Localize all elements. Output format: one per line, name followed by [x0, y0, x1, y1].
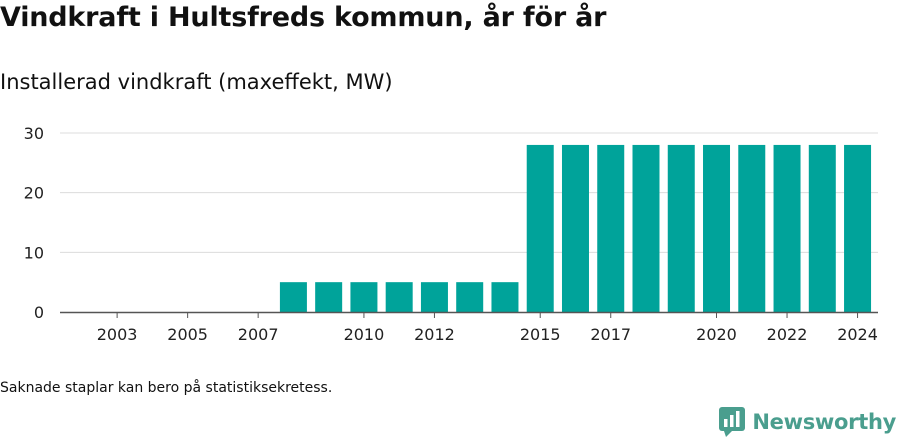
bar-2012 — [420, 282, 448, 312]
newsworthy-logo-icon — [719, 407, 746, 437]
bar-2017 — [597, 144, 625, 312]
x-tick-label: 2024 — [837, 325, 878, 344]
x-tick-label: 2015 — [520, 325, 561, 344]
bar-2024 — [844, 144, 872, 312]
y-tick-label: 10 — [24, 243, 44, 262]
bar-2013 — [456, 282, 484, 312]
x-tick-label: 2003 — [97, 325, 138, 344]
bar-2018 — [632, 144, 660, 312]
x-tick-label: 2012 — [414, 325, 455, 344]
newsworthy-logo[interactable]: Newsworthy — [718, 406, 896, 438]
chart-subtitle: Installerad vindkraft (maxeffekt, MW) — [0, 70, 393, 94]
bars — [279, 144, 872, 312]
bar-2014 — [491, 282, 519, 312]
x-tick-label: 2020 — [696, 325, 737, 344]
x-tick-label: 2005 — [167, 325, 208, 344]
footnote: Saknade staplar kan bero på statistiksek… — [0, 380, 333, 396]
chart-title: Vindkraft i Hultsfreds kommun, år för år — [0, 2, 607, 33]
x-tick-label: 2022 — [767, 325, 808, 344]
bar-2019 — [667, 144, 695, 312]
bar-2010 — [350, 282, 378, 312]
bar-2023 — [808, 144, 836, 312]
bar-2016 — [561, 144, 589, 312]
x-tick-label: 2007 — [238, 325, 279, 344]
brand-name: Newsworthy — [752, 410, 896, 434]
x-tick-label: 2017 — [590, 325, 631, 344]
x-axis-ticks: 2003 2005 2007 2010 2012 2015 2017 2020 2022 2024 — [97, 312, 878, 344]
bar-2015 — [526, 144, 554, 312]
x-tick-label: 2010 — [344, 325, 385, 344]
y-axis-ticks: 0 10 20 30 — [24, 124, 44, 322]
bar-2011 — [385, 282, 413, 312]
y-tick-label: 30 — [24, 124, 44, 143]
bar-2009 — [315, 282, 343, 312]
y-tick-label: 20 — [24, 184, 44, 203]
bar-2020 — [703, 144, 731, 312]
y-tick-label: 0 — [34, 303, 44, 322]
bar-2022 — [773, 144, 801, 312]
bar-2021 — [738, 144, 766, 312]
bar-chart: 0 10 20 30 2003 2005 2007 2010 2012 2015 2017 2020… — [24, 124, 878, 344]
bar-2008 — [279, 282, 307, 312]
